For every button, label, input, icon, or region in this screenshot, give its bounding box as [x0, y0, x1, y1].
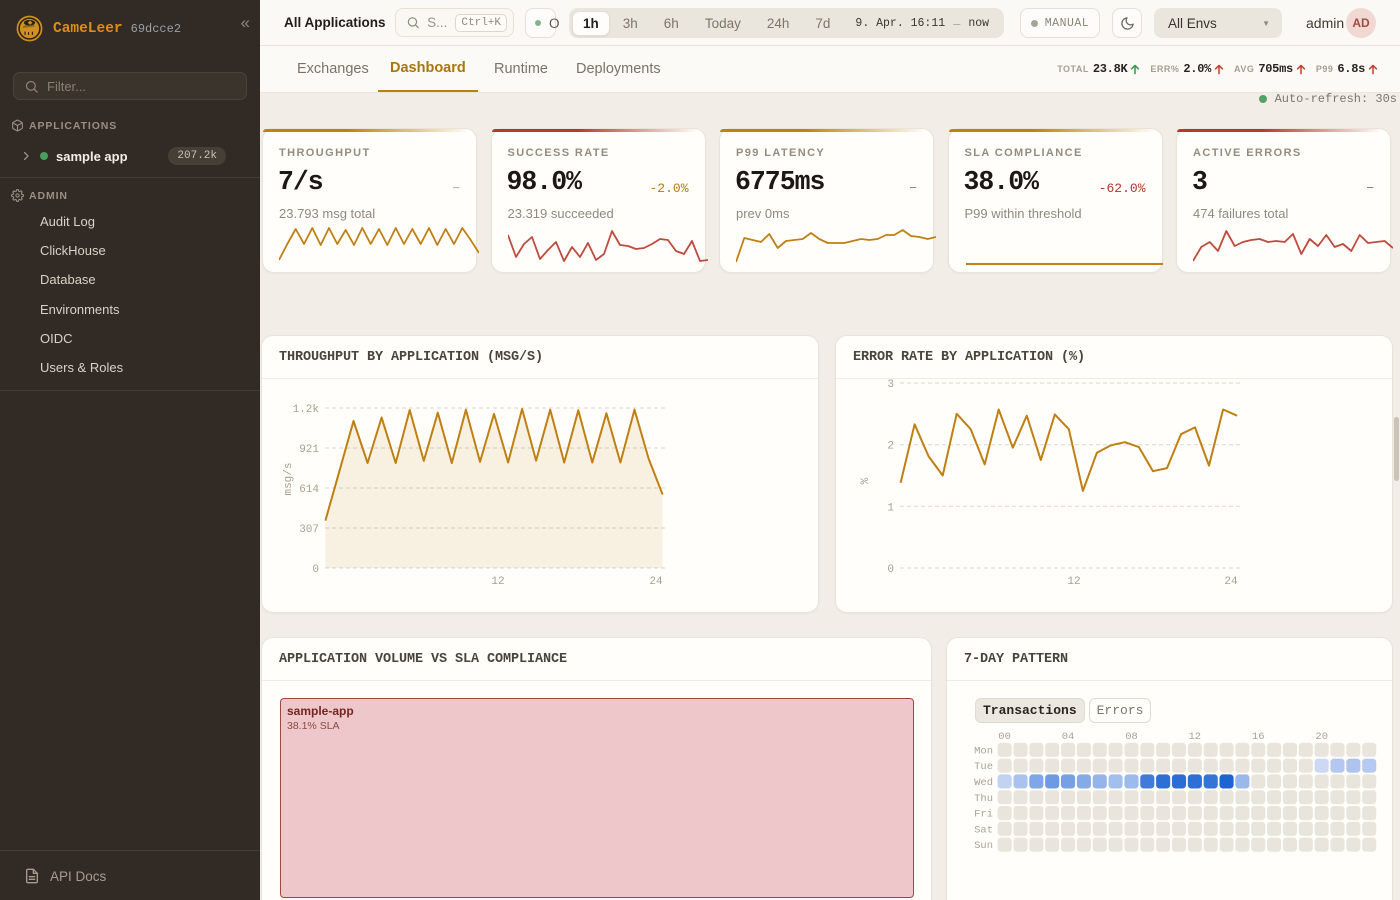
svg-text:Sun: Sun: [974, 840, 993, 852]
svg-text:1.2k: 1.2k: [293, 404, 320, 416]
svg-text:Sat: Sat: [974, 824, 993, 836]
svg-text:16: 16: [1252, 731, 1265, 743]
svg-text:04: 04: [1062, 731, 1075, 743]
svg-text:12: 12: [491, 576, 504, 588]
svg-text:12: 12: [1067, 576, 1080, 588]
svg-text:12: 12: [1188, 731, 1201, 743]
svg-text:Wed: Wed: [974, 777, 993, 789]
svg-text:00: 00: [998, 731, 1011, 743]
svg-text:1: 1: [887, 502, 894, 514]
svg-text:msg/s: msg/s: [283, 462, 295, 495]
svg-text:%: %: [860, 477, 872, 484]
svg-text:Tue: Tue: [974, 761, 993, 773]
svg-text:Mon: Mon: [974, 745, 993, 757]
svg-text:921: 921: [299, 444, 319, 456]
svg-text:08: 08: [1125, 731, 1138, 743]
svg-text:Fri: Fri: [974, 809, 993, 821]
svg-text:307: 307: [299, 524, 319, 536]
svg-text:614: 614: [299, 484, 319, 496]
svg-text:3: 3: [887, 379, 894, 391]
svg-text:24: 24: [649, 576, 663, 588]
svg-text:24: 24: [1224, 576, 1238, 588]
svg-text:0: 0: [312, 564, 319, 576]
svg-text:0: 0: [887, 564, 894, 576]
svg-text:2: 2: [887, 441, 894, 453]
svg-text:Thu: Thu: [974, 793, 993, 805]
svg-text:20: 20: [1315, 731, 1328, 743]
